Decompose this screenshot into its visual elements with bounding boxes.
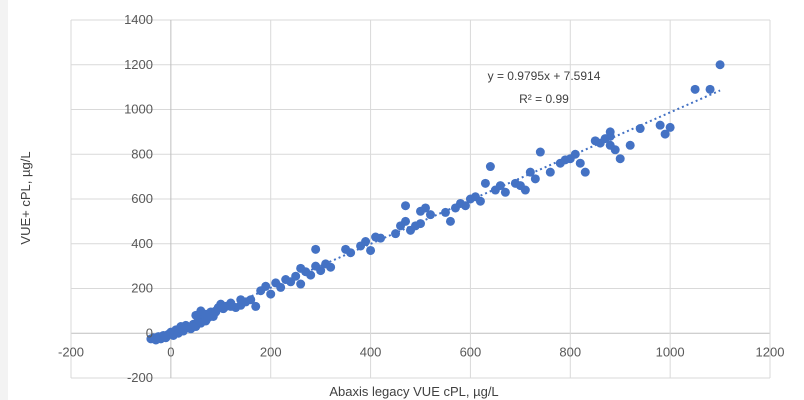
chart-frame: -200 0 200 400 600 800 1000 1200 1400 -200 0 200 40… [8,0,804,400]
horizontal-gridlines [71,19,770,379]
data-point [580,167,590,177]
data-points [146,60,725,345]
data-point [690,84,700,94]
y-tick-label: -200 [127,370,153,385]
trendline [150,89,721,342]
y-tick-label: 0 [146,325,153,340]
data-point [296,263,306,273]
data-point [475,196,485,206]
data-point [425,210,435,220]
data-point [665,122,675,132]
y-tick-label: 1400 [124,12,153,27]
data-point [401,201,411,211]
data-point [276,282,286,292]
x-tick-label: 0 [167,344,174,359]
data-point [326,262,336,272]
x-axis-ticks: -200 0 200 400 600 800 1000 1200 [58,344,784,359]
data-point [226,301,236,311]
y-tick-label: 1000 [124,102,153,117]
data-point [635,124,645,134]
data-point [605,140,615,150]
y-tick-label: 600 [131,191,153,206]
data-point [605,127,615,137]
data-point [500,187,510,197]
data-point [445,216,455,226]
data-point [715,60,725,70]
x-tick-label: -200 [58,344,84,359]
y-tick-label: 1200 [124,57,153,72]
x-tick-label: 200 [260,344,282,359]
x-tick-label: 400 [360,344,382,359]
data-point [366,245,376,255]
data-point [525,167,535,177]
data-point [306,270,316,280]
data-point [705,84,715,94]
data-point [401,216,411,226]
x-axis-title: Abaxis legacy VUE cPL, µg/L [329,384,498,399]
data-point [535,147,545,157]
data-point [376,233,386,243]
data-point [520,185,530,195]
scatter-chart: -200 0 200 400 600 800 1000 1200 1400 -200 0 200 40… [18,12,784,399]
data-point [266,289,276,299]
data-point [361,237,371,247]
data-point [416,206,425,216]
y-tick-label: 400 [131,236,153,251]
data-point [655,120,665,130]
y-tick-label: 800 [131,146,153,161]
data-point [440,207,450,217]
data-point [625,140,635,150]
data-point [346,248,356,258]
data-point [296,279,306,289]
data-point [495,181,505,191]
x-tick-label: 1200 [756,344,785,359]
data-point [201,309,211,319]
r-squared-label: R² = 0.99 [519,92,569,106]
data-point [570,149,580,159]
y-tick-label: 200 [131,281,153,296]
data-point [311,244,321,254]
data-point [191,310,201,320]
data-point [530,174,540,184]
data-point [615,154,625,164]
y-axis-ticks: -200 0 200 400 600 800 1000 1200 1400 [124,12,153,385]
data-point [261,281,271,291]
data-point [316,266,326,276]
data-point [545,167,555,177]
data-point [485,162,495,172]
x-tick-label: 600 [460,344,482,359]
trendline-equation: y = 0.9795x + 7.5914 [488,69,601,83]
data-point [660,129,670,139]
data-point [575,158,585,168]
x-tick-label: 800 [559,344,581,359]
data-point [251,301,261,311]
data-point [480,178,490,188]
x-tick-label: 1000 [656,344,685,359]
y-axis-title: VUE+ cPL, µg/L [18,151,33,244]
